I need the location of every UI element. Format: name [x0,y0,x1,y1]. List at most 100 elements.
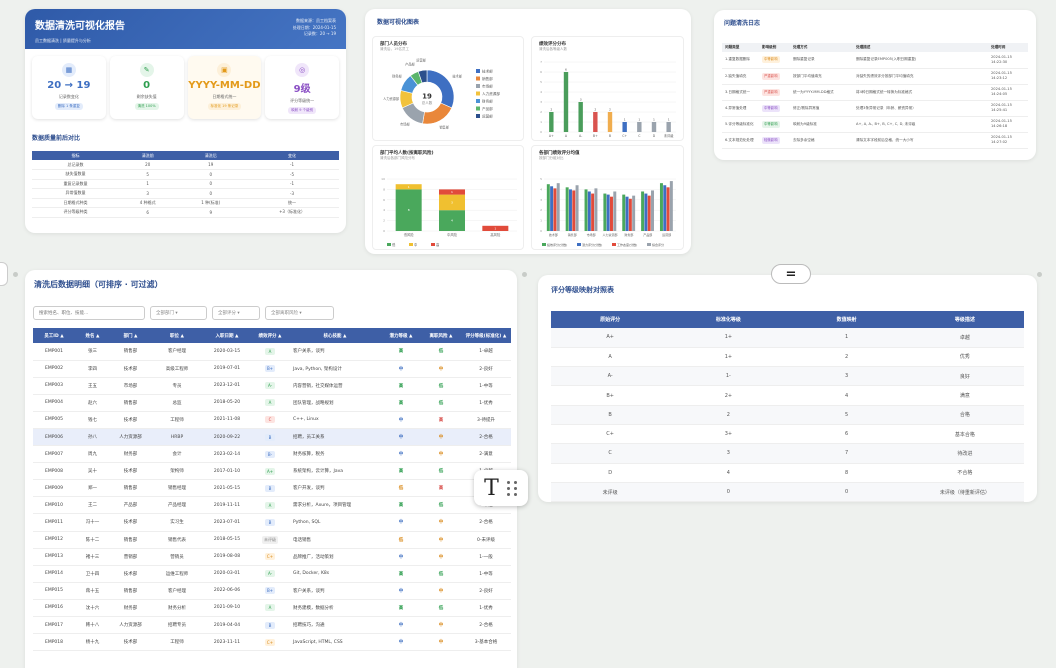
grouped-bar[interactable] [550,186,554,231]
legend-swatch [476,99,480,103]
grouped-bar[interactable] [572,190,576,231]
bar[interactable] [637,122,642,132]
table-row[interactable]: EMP003 王五 市场部 专员 2023-12-01 A- 内容营销，社交媒体运营高低 1-… [33,377,511,395]
column-header[interactable]: 问题类型 [722,43,759,52]
grouped-bar[interactable] [659,183,663,231]
text-tool-icon[interactable]: T [484,475,499,501]
bar[interactable] [563,72,569,132]
table-row[interactable]: EMP008 吴十 技术部 架构师 2017-01-10 A+ 系统架构，云计算，Java 高… [33,462,511,481]
sortable-column-header[interactable]: 员工ID ▲ [33,328,75,343]
grouped-bar[interactable] [625,196,629,231]
grouped-bar[interactable] [632,195,636,231]
table-row[interactable]: EMP015 蒋十五 销售部 客户经理 2022-06-06 B+ 客户关系，谈判中中 2-良… [33,582,511,600]
bar[interactable] [622,122,627,132]
dept-filter-select[interactable]: 全部部门 ▾ [150,306,207,320]
table-row[interactable]: EMP014 卫十四 技术部 运维工程师 2020-03-01 A- Git, Docker… [33,565,511,583]
grouped-bar[interactable] [651,190,654,231]
table-row[interactable]: EMP016 沈十六 财务部 财务分析 2021-09-10 A 财务建模，数据分析高低 1-… [33,599,511,618]
sortable-column-header[interactable]: 职位 ▲ [151,328,203,343]
grouped-bar[interactable] [568,189,572,231]
bar[interactable] [549,112,554,132]
table-row[interactable]: EMP005 钱七 技术部 工程师 2021-11-08 C C++, Linux 中高 3-待… [33,411,511,429]
search-input[interactable] [33,306,145,320]
sortable-column-header[interactable]: 入职日期 ▲ [203,328,251,343]
grouped-bar[interactable] [606,194,610,231]
grouped-bar[interactable] [553,188,557,231]
table-row[interactable]: EMP018 杨十九 技术部 工程师 2023-11-11 C+ JavaScript, H… [33,633,511,652]
grouped-bar[interactable] [644,193,648,231]
column-header[interactable]: 处理方式 [790,43,853,52]
table-row[interactable]: EMP010 王二 产品部 产品经理 2019-11-11 A 需求分析，Axure，项目管… [33,496,511,515]
donut-slice[interactable] [417,69,428,84]
column-header[interactable]: 处理描述 [853,43,988,52]
bar[interactable] [651,122,657,132]
table-row[interactable]: EMP007 周九 财务部 会计 2023-02-14 B- 财务核算，税务中中 2-满意 [33,445,511,464]
column-header[interactable]: 数值映射 [787,311,906,328]
bar[interactable] [593,112,598,132]
grouped-bar[interactable] [613,191,617,231]
grade-filter-select[interactable]: 全部评分 ▾ [212,306,260,320]
grouped-bar[interactable] [610,196,613,231]
grouped-bar[interactable] [666,187,670,231]
stacked-bar-segment[interactable] [482,225,509,231]
table-row[interactable]: EMP001 张三 销售部 客户经理 2020-03-15 A 客户关系，谈判高低 1-卓越 [33,343,511,361]
column-header[interactable]: 变化 [245,151,339,160]
table-row[interactable]: EMP011 冯十一 技术部 实习生 2023-07-01 B Python, SQL 中中 2… [33,513,511,532]
grouped-bar[interactable] [584,189,588,231]
table-row[interactable]: EMP013 褚十三 营销部 营销员 2019-08-08 C+ 品牌推广，活动策划中中 1-… [33,548,511,566]
grouped-bar[interactable] [663,185,667,231]
sortable-column-header[interactable]: 潜力等级 ▲ [381,328,421,343]
bar[interactable] [666,122,671,132]
stacked-bar-segment[interactable] [439,194,465,211]
table-row[interactable]: EMP017 韩十八 人力资源部 招聘专员 2019-04-04 B 招聘技巧，沟通中中 2-… [33,616,511,635]
table-row[interactable]: EMP002 李四 技术部 高级工程师 2019-07-01 B+ Java, Python… [33,360,511,378]
sortable-column-header[interactable]: 核心技能 ▲ [289,328,381,343]
grouped-bar[interactable] [641,191,645,231]
column-header[interactable]: 原始评分 [551,311,670,328]
side-panel-handle[interactable] [0,262,8,286]
equals-button[interactable]: = [771,264,811,284]
stacked-bar-segment[interactable] [395,189,422,231]
grouped-bar[interactable] [622,194,626,231]
sortable-column-header[interactable]: 姓名 ▲ [75,328,110,343]
stacked-bar-segment[interactable] [439,210,465,231]
grouped-bar[interactable] [575,185,579,231]
column-header[interactable]: 清洗前 [119,151,177,160]
column-header[interactable]: 清洗后 [176,151,246,160]
table-row[interactable]: EMP012 陈十二 销售部 销售代表 2018-05-15 未评级 电话销售低中 0-未评级 [33,531,511,549]
drag-handle-icon[interactable] [506,480,518,496]
table-cell: 0 [787,482,906,502]
column-header[interactable]: 等级描述 [905,311,1024,328]
grouped-bar[interactable] [556,183,560,231]
sortable-column-header[interactable]: 绩效评分 ▲ [251,328,289,343]
grouped-bar[interactable] [587,191,591,231]
stacked-bar-segment[interactable] [439,189,465,195]
column-header[interactable]: 标准化等级 [669,311,788,328]
grouped-bar[interactable] [591,193,595,231]
y-tick-label: 0 [540,229,542,233]
table-row: 2.缺失值填充 严重影响 按部门平均值填充 对缺失的绩效评分按部门平均值填充 2024-… [722,68,1028,85]
grouped-bar[interactable] [594,188,598,231]
column-header[interactable]: 指标 [32,151,120,160]
sortable-column-header[interactable]: 部门 ▲ [110,328,151,343]
legend-swatch [476,91,480,96]
donut-slice[interactable] [422,102,453,125]
table-row[interactable]: EMP006 孙八 人力资源部 HRBP 2020-09-22 B 招聘，员工关系中中 2-合… [33,428,511,447]
grouped-bar[interactable] [669,181,673,231]
column-header[interactable]: 处理时间 [988,43,1028,52]
sortable-column-header[interactable]: 评分等级(标准化) ▲ [461,328,511,343]
grouped-bar[interactable] [546,184,550,231]
grouped-bar[interactable] [603,193,607,231]
table-row[interactable]: EMP004 赵六 销售部 总监 2018-05-20 A 团队管理，战略规划高低 1-优秀 [33,394,511,412]
bar[interactable] [578,102,583,132]
table-cell: 日期格式种类 [32,198,120,208]
column-header[interactable]: 影响级别 [759,43,790,52]
risk-filter-select[interactable]: 全部离职风险 ▾ [265,306,334,320]
sortable-column-header[interactable]: 离职风险 ▲ [421,328,461,343]
bar[interactable] [607,112,613,132]
grouped-bar[interactable] [628,198,632,231]
grouped-bar[interactable] [647,195,651,231]
stacked-bar-segment[interactable] [395,184,422,190]
grouped-bar[interactable] [565,187,569,231]
